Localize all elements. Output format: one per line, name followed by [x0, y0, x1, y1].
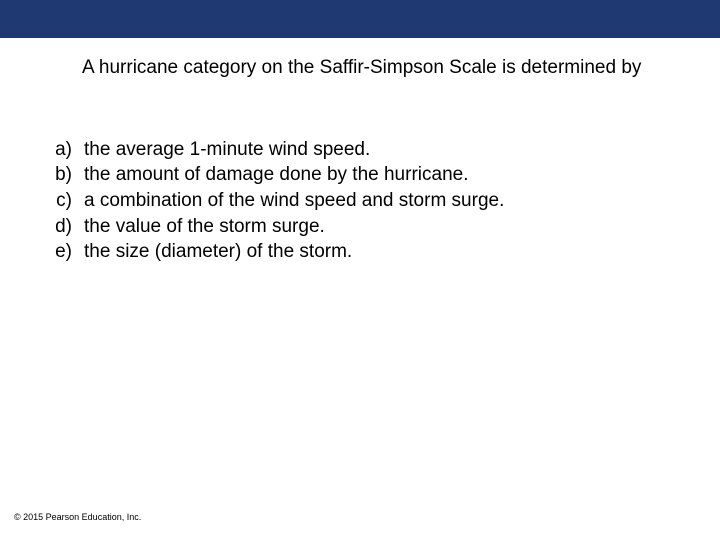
question-text: A hurricane category on the Saffir-Simps… — [82, 56, 660, 81]
option-e: e) the size (diameter) of the storm. — [46, 239, 720, 265]
option-d: d) the value of the storm surge. — [46, 214, 720, 240]
option-text: the amount of damage done by the hurrica… — [80, 162, 468, 188]
option-letter: d) — [46, 214, 80, 240]
option-c: c) a combination of the wind speed and s… — [46, 188, 720, 214]
option-b: b) the amount of damage done by the hurr… — [46, 162, 720, 188]
option-text: the value of the storm surge. — [80, 214, 325, 240]
option-text: the size (diameter) of the storm. — [80, 239, 352, 265]
options-list: a) the average 1-minute wind speed. b) t… — [46, 137, 720, 265]
copyright-text: © 2015 Pearson Education, Inc. — [14, 512, 141, 522]
header-bar — [0, 0, 720, 38]
option-letter: a) — [46, 137, 80, 163]
option-letter: e) — [46, 239, 80, 265]
option-a: a) the average 1-minute wind speed. — [46, 137, 720, 163]
option-text: the average 1-minute wind speed. — [80, 137, 370, 163]
option-letter: b) — [46, 162, 80, 188]
option-text: a combination of the wind speed and stor… — [80, 188, 504, 214]
option-letter: c) — [46, 188, 80, 214]
